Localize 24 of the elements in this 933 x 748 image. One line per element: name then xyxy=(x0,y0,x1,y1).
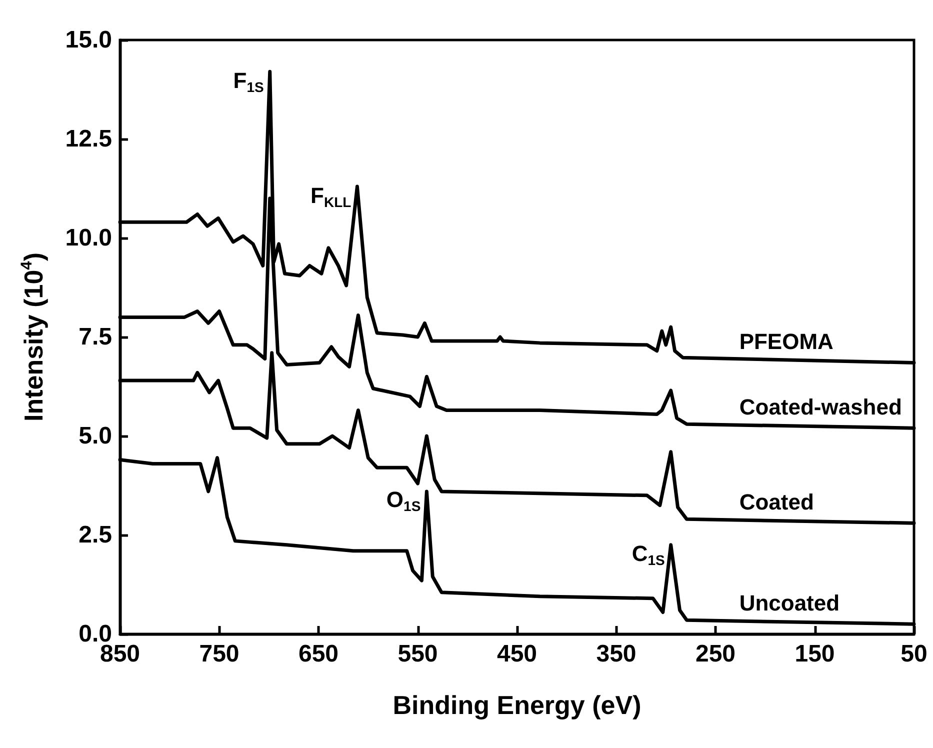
y-axis-title: Intensity (104) xyxy=(18,252,48,422)
x-tick-label: 550 xyxy=(398,640,438,668)
annotation: F$_{1S}$ xyxy=(233,68,264,95)
series-label: Uncoated xyxy=(739,590,840,616)
x-axis-title: Binding Energy (eV) xyxy=(392,690,642,720)
annotation: C$_{1S}$ xyxy=(632,540,665,568)
x-tick-label: 650 xyxy=(298,640,339,668)
x-tick-label: 150 xyxy=(794,640,835,668)
y-tick-label: 15.0 xyxy=(65,26,112,54)
annotation: F$_{KLL}$ xyxy=(310,182,352,210)
series-label: Coated-washed xyxy=(739,394,902,420)
x-tick-label: 250 xyxy=(695,640,736,668)
x-tick-label: 50 xyxy=(900,640,928,668)
y-tick-label: 12.5 xyxy=(65,126,112,152)
x-tick-label: 350 xyxy=(596,640,636,668)
series-label: PFEOMA xyxy=(739,329,834,354)
x-tick-label: 450 xyxy=(496,640,538,668)
y-tick-label: 5.0 xyxy=(78,422,112,450)
y-tick-label: 10.0 xyxy=(65,224,112,252)
y-tick-label: 2.5 xyxy=(78,522,112,548)
annotation: O$_{1S}$ xyxy=(386,487,421,514)
y-tick-label: 7.5 xyxy=(78,324,112,350)
x-tick-label: 750 xyxy=(199,640,240,668)
series-label: Coated xyxy=(739,490,814,515)
